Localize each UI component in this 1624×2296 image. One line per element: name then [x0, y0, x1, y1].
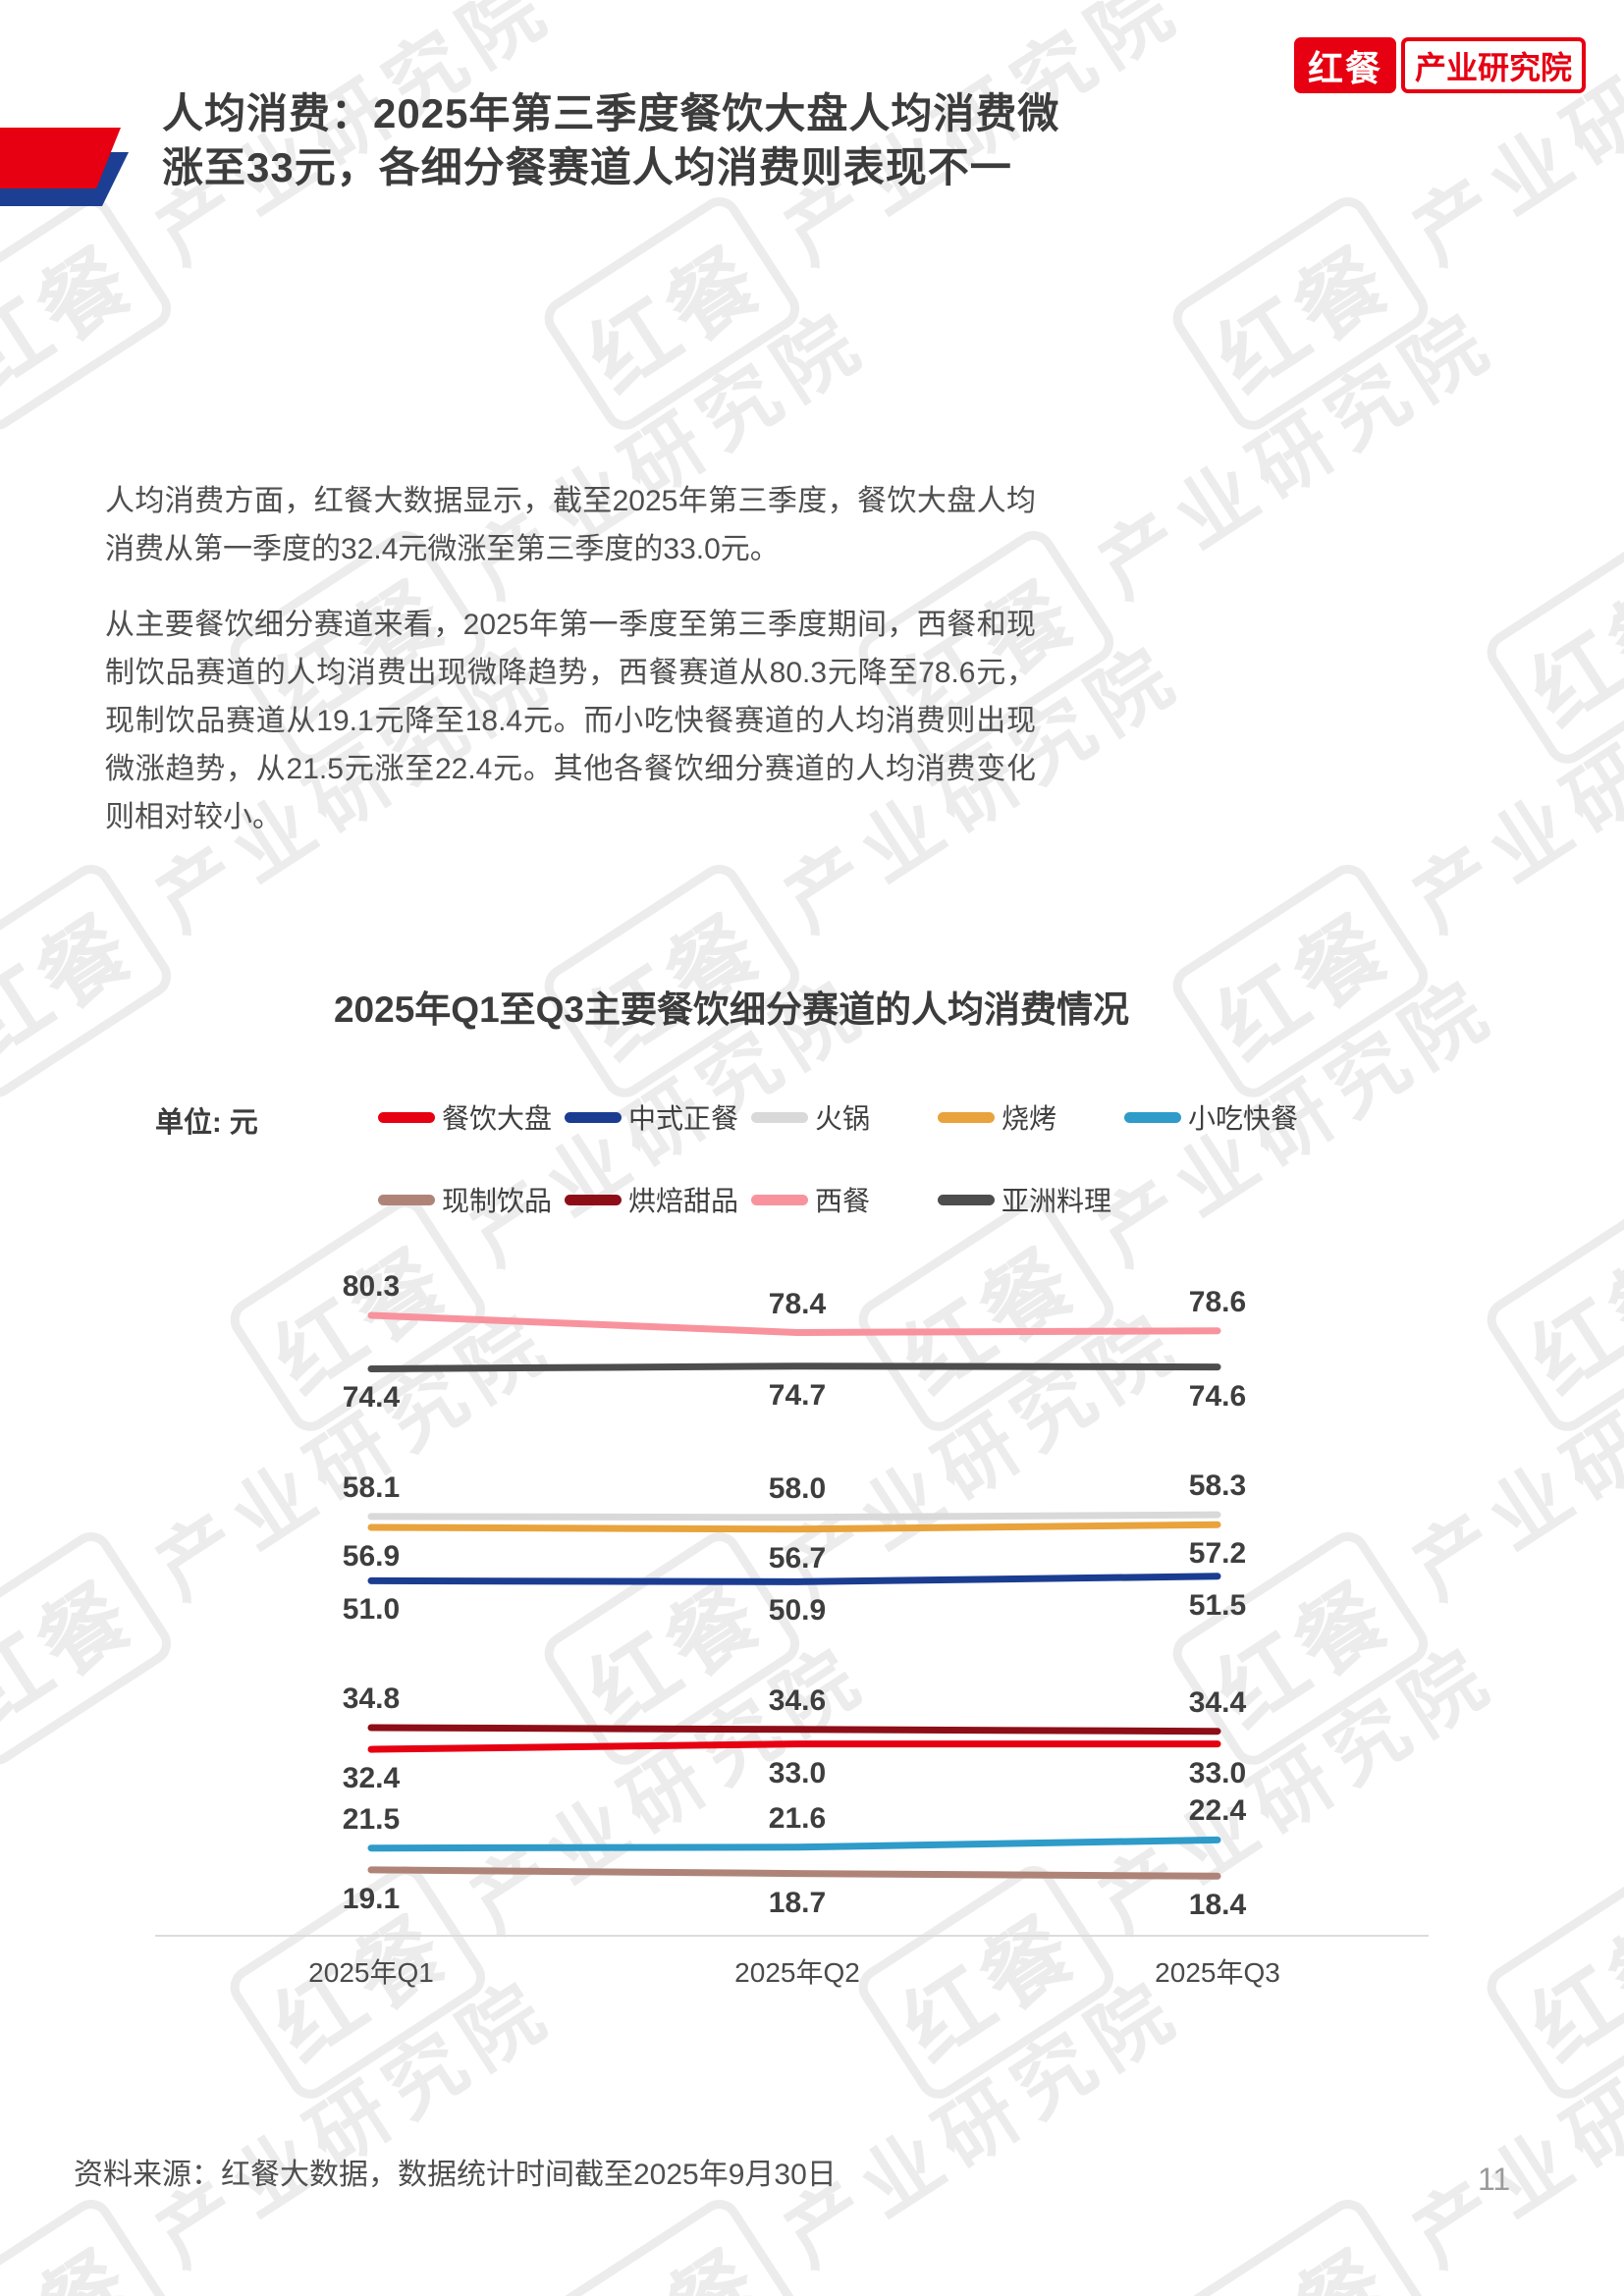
legend-label: 西餐 [815, 1186, 871, 1216]
legend-label: 餐饮大盘 [442, 1103, 553, 1134]
series-line-2 [367, 1511, 1221, 1522]
data-point-label: 78.4 [768, 1288, 827, 1320]
title-accent-shape [0, 128, 129, 206]
legend-label: 中式正餐 [628, 1103, 739, 1134]
data-point-label: 22.4 [1188, 1794, 1247, 1827]
line-chart: 32.4 33.0 33.0 51.0 50.9 51.5 58.1 58.0 58.3 56.9… [147, 1247, 1434, 1993]
series-line-8 [367, 1362, 1221, 1372]
legend-swatch [751, 1111, 808, 1123]
x-axis-tick-label: 2025年Q1 [308, 1957, 434, 1988]
data-point-label: 33.0 [768, 1757, 827, 1789]
legend-label: 现制饮品 [442, 1186, 553, 1216]
data-point-label: 51.5 [1188, 1589, 1247, 1622]
data-point-label: 58.3 [1188, 1469, 1247, 1502]
legend-swatch [938, 1194, 995, 1205]
legend-label: 烘焙甜品 [628, 1186, 739, 1216]
page-title: 人均消费：2025年第三季度餐饮大盘人均消费微 涨至33元，各细分餐赛道人均消费… [162, 86, 1059, 194]
legend-swatch [1124, 1111, 1181, 1123]
data-point-label: 19.1 [342, 1883, 401, 1915]
series-line-5 [367, 1866, 1221, 1880]
legend-item: 烧烤 [938, 1097, 1124, 1137]
legend-label: 亚洲料理 [1001, 1186, 1112, 1216]
data-point-label: 57.2 [1188, 1537, 1247, 1570]
data-point-label: 56.7 [768, 1542, 827, 1575]
legend-label: 火锅 [815, 1103, 871, 1134]
legend-item: 中式正餐 [565, 1097, 751, 1137]
legend-item: 西餐 [751, 1180, 938, 1219]
legend-swatch [565, 1111, 622, 1123]
legend-label: 小吃快餐 [1188, 1103, 1299, 1134]
data-point-label: 58.1 [342, 1471, 401, 1504]
data-point-label: 34.4 [1188, 1686, 1247, 1719]
page-number: 11 [1478, 2162, 1511, 2197]
data-point-label: 56.9 [342, 1540, 401, 1573]
series-line-4 [367, 1836, 1221, 1852]
data-point-label: 58.0 [768, 1472, 827, 1505]
legend-swatch [378, 1111, 435, 1123]
chart-legend-row-2: 现制饮品 烘焙甜品 西餐 亚洲料理 [378, 1180, 1124, 1219]
data-point-label: 33.0 [1188, 1757, 1247, 1789]
accent-red-parallelogram [0, 128, 121, 188]
series-line-6 [367, 1724, 1221, 1735]
legend-label: 烧烤 [1001, 1103, 1057, 1134]
chart-title: 2025年Q1至Q3主要餐饮细分赛道的人均消费情况 [333, 989, 1130, 1030]
logo-institute-mark: 产业研究院 [1401, 37, 1587, 93]
data-point-label: 34.6 [768, 1684, 827, 1717]
legend-swatch [378, 1194, 435, 1205]
data-point-label: 32.4 [342, 1762, 401, 1794]
chart-canvas [155, 1311, 1429, 1937]
legend-swatch [565, 1194, 622, 1205]
data-point-label: 21.5 [342, 1803, 401, 1836]
legend-item: 餐饮大盘 [378, 1097, 565, 1137]
body-paragraph-2: 从主要餐饮细分赛道来看，2025年第一季度至第三季度期间，西餐和现制饮品赛道的人… [105, 609, 1036, 833]
logo-brand-text: 红餐 [1308, 47, 1383, 88]
series-line-1 [367, 1573, 1221, 1585]
legend-swatch [751, 1194, 808, 1205]
series-line-0 [367, 1740, 1221, 1753]
x-axis-tick-label: 2025年Q3 [1155, 1957, 1280, 1988]
chart-legend-row-1: 餐饮大盘 中式正餐 火锅 烧烤 小吃快餐 [378, 1097, 1311, 1137]
legend-item: 火锅 [751, 1097, 938, 1137]
data-point-label: 74.7 [768, 1379, 827, 1412]
data-point-label: 34.8 [342, 1682, 401, 1715]
data-point-label: 51.0 [342, 1593, 401, 1626]
legend-item: 小吃快餐 [1124, 1097, 1311, 1137]
logo-institute-text: 产业研究院 [1415, 49, 1573, 85]
body-paragraph-1: 人均消费方面，红餐大数据显示，截至2025年第三季度，餐饮大盘人均消费从第一季度… [105, 485, 1036, 565]
legend-item: 烘焙甜品 [565, 1180, 751, 1219]
legend-swatch [938, 1111, 995, 1123]
data-point-label: 50.9 [768, 1594, 827, 1627]
series-line-3 [367, 1521, 1221, 1533]
data-point-label: 74.4 [342, 1381, 401, 1414]
data-point-label: 74.6 [1188, 1380, 1247, 1413]
legend-item: 现制饮品 [378, 1180, 565, 1219]
brand-logo: 红餐 产业研究院 [1294, 37, 1587, 93]
logo-brand-mark: 红餐 [1294, 37, 1397, 93]
series-line-7 [367, 1311, 1221, 1336]
data-point-label: 18.4 [1188, 1889, 1247, 1921]
data-point-label: 18.7 [768, 1887, 827, 1919]
page-title-line1: 人均消费：2025年第三季度餐饮大盘人均消费微 [162, 90, 1060, 136]
page-title-line2: 涨至33元，各细分餐赛道人均消费则表现不一 [162, 144, 1012, 190]
source-note: 资料来源：红餐大数据，数据统计时间截至2025年9月30日 [74, 2159, 837, 2191]
legend-item: 亚洲料理 [938, 1180, 1124, 1219]
x-axis-tick-label: 2025年Q2 [734, 1957, 860, 1988]
data-point-label: 21.6 [768, 1802, 827, 1835]
data-point-label: 78.6 [1188, 1286, 1247, 1318]
chart-unit-label: 单位: 元 [155, 1107, 258, 1139]
data-point-label: 80.3 [342, 1270, 401, 1303]
